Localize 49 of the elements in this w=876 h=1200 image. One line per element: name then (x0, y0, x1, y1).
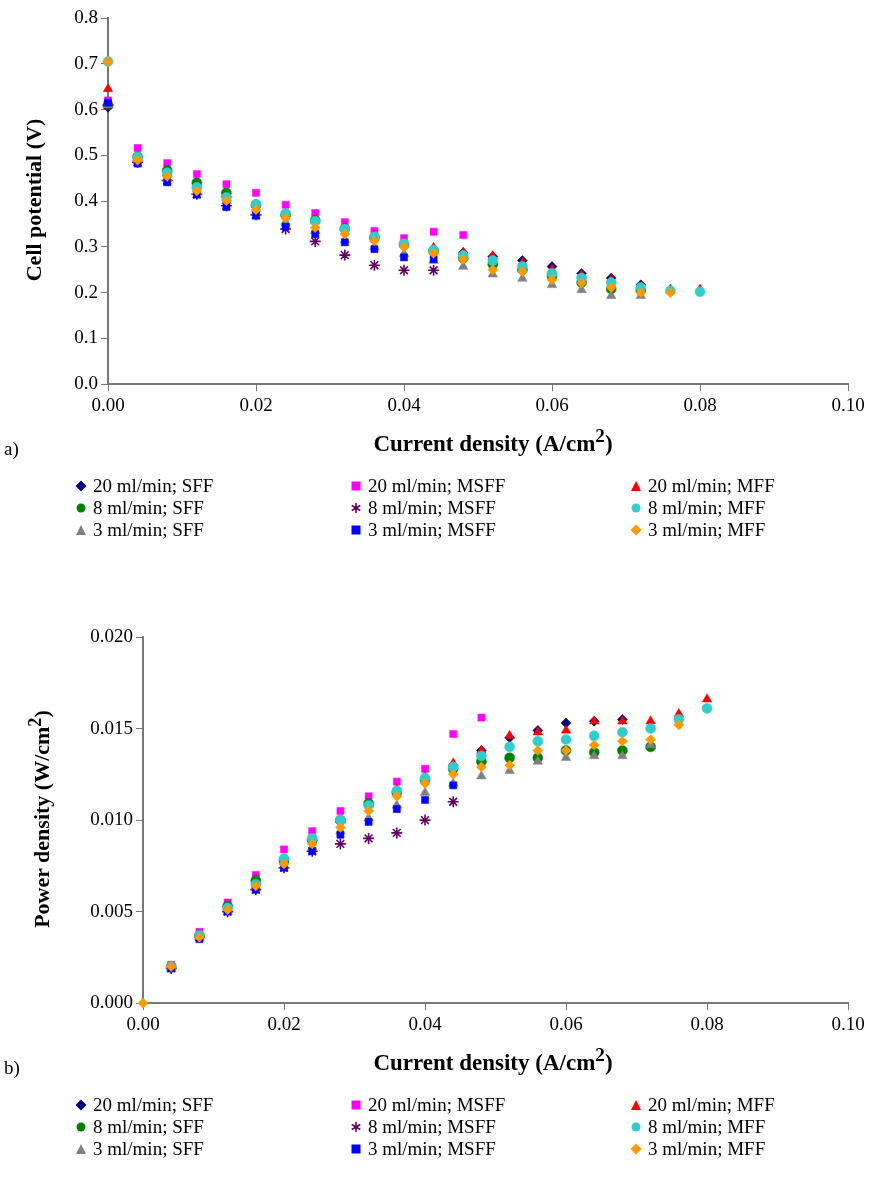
y-tick-label: 0.8 (74, 5, 98, 27)
y-tick-label: 0.6 (74, 97, 98, 119)
text: b) (4, 1057, 20, 1079)
y-tick-label: 0.000 (90, 991, 133, 1013)
x-tick-label: 0.00 (126, 1012, 160, 1034)
legend-label: 8 ml/min; MSFF (368, 497, 496, 519)
y-tick-label: 0.010 (90, 808, 133, 830)
y-tick-label: 0.1 (74, 326, 98, 348)
x-tick-label: 0.08 (690, 1012, 724, 1034)
y-axis-title: Cell potential (V) (21, 118, 47, 282)
legend-label: 3 ml/min; SFF (93, 519, 204, 541)
y-tick-label: 0.020 (90, 624, 133, 646)
x-tick-label: 0.00 (91, 393, 125, 415)
y-tick-label: 0.4 (74, 189, 99, 211)
text: a) (4, 438, 19, 460)
legend-label: 8 ml/min; MFF (648, 497, 766, 519)
legend-label: 20 ml/min; SFF (93, 1094, 214, 1116)
legend-label: 20 ml/min; MSFF (368, 475, 506, 497)
legend-label: 20 ml/min; MFF (648, 1094, 775, 1116)
x-tick-label: 0.06 (549, 1012, 583, 1034)
y-tick-label: 0.5 (74, 143, 98, 165)
legend-label: 3 ml/min; SFF (93, 1138, 204, 1160)
x-axis-title: Current density (A/cm$^{2}$) (373, 1044, 613, 1075)
y-tick-label: 0.2 (74, 280, 98, 302)
legend-label: 3 ml/min; MFF (648, 519, 766, 541)
y-tick-label: 0.3 (74, 234, 98, 256)
x-tick-label: 0.04 (408, 1012, 443, 1034)
x-tick-label: 0.04 (387, 393, 422, 415)
legend-label: 3 ml/min; MSFF (368, 1138, 496, 1160)
x-tick-label: 0.08 (683, 393, 717, 415)
x-tick-label: 0.02 (239, 393, 273, 415)
legend-label: 3 ml/min; MSFF (368, 519, 496, 541)
legend-label: 8 ml/min; MFF (648, 1116, 766, 1138)
legend-label: 8 ml/min; SFF (93, 497, 204, 519)
x-tick-label: 0.02 (267, 1012, 301, 1034)
legend-label: 20 ml/min; MFF (648, 475, 775, 497)
legend-label: 8 ml/min; SFF (93, 1116, 204, 1138)
y-tick-label: 0.005 (90, 899, 133, 921)
y-tick-label: 0.0 (74, 372, 98, 394)
x-tick-label: 0.06 (535, 393, 569, 415)
x-axis-title: Current density (A/cm$^{2}$) (373, 425, 613, 456)
y-tick-label: 0.7 (74, 51, 98, 73)
legend-label: 20 ml/min; MSFF (368, 1094, 506, 1116)
legend-label: 3 ml/min; MFF (648, 1138, 766, 1160)
y-tick-label: 0.015 (90, 716, 133, 738)
legend-label: 8 ml/min; MSFF (368, 1116, 496, 1138)
legend-label: 20 ml/min; SFF (93, 475, 214, 497)
x-tick-label: 0.10 (831, 1012, 865, 1034)
x-tick-label: 0.10 (831, 393, 865, 415)
